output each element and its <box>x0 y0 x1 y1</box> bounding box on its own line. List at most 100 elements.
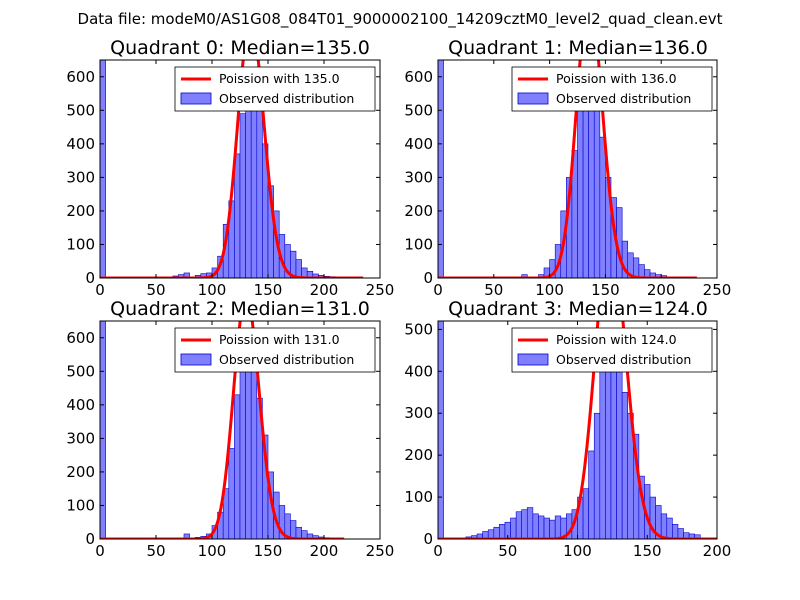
histogram-bar <box>599 136 606 278</box>
histogram-bar <box>582 488 589 539</box>
histogram-bar <box>290 520 297 539</box>
histogram-bar <box>549 519 556 539</box>
y-tick-label: 300 <box>404 404 433 422</box>
axes-frame <box>99 59 381 279</box>
y-tick-label: 0 <box>85 530 95 548</box>
histogram-bar <box>295 526 302 539</box>
y-tick-label: 500 <box>66 101 95 119</box>
histogram-bar <box>438 321 444 539</box>
plot-area: 0 50 100 150 200 250 0 100 200 300 400 500 600 Poissi… <box>66 59 395 299</box>
subplot-quadrant-3: Quadrant 3: Median=124.0 0 50 100 150 200 0 10… <box>404 298 732 560</box>
axes-frame <box>437 59 718 279</box>
subplot-quadrant-1: Quadrant 1: Median=136.0 0 50 100 150 200 250… <box>404 37 731 299</box>
x-tick-label: 50 <box>484 281 503 299</box>
histogram-bar <box>438 60 444 278</box>
y-tick-label: 400 <box>404 362 433 380</box>
histogram-bar <box>493 526 500 539</box>
y-tick-label: 600 <box>66 68 95 86</box>
y-tick-label: 400 <box>66 396 95 414</box>
x-tick-label: 150 <box>254 281 283 299</box>
y-tick-label: 100 <box>66 235 95 253</box>
histogram-bar <box>234 394 241 539</box>
x-tick-label: 250 <box>366 542 395 560</box>
y-tick-label: 500 <box>404 320 433 338</box>
y-tick-label: 200 <box>66 202 95 220</box>
histogram-bar <box>543 517 550 539</box>
histogram-bar <box>499 524 506 539</box>
y-tick-label: 500 <box>66 362 95 380</box>
x-tick-label: 0 <box>95 542 105 560</box>
legend-line-label: Poission with 124.0 <box>556 332 677 347</box>
legend-bar-swatch <box>517 353 549 366</box>
y-tick-label: 200 <box>404 446 433 464</box>
histogram-bar <box>256 89 263 278</box>
subplot-title: Quadrant 2: Median=131.0 <box>110 298 370 320</box>
x-tick-label: 150 <box>591 281 620 299</box>
x-tick-label: 50 <box>498 542 517 560</box>
histogram-bar <box>554 515 562 539</box>
legend-bar-label: Observed distribution <box>556 352 691 367</box>
histogram-bar <box>593 412 601 539</box>
x-tick-label: 100 <box>535 281 564 299</box>
legend-bar-label: Observed distribution <box>556 91 691 106</box>
y-tick-label: 500 <box>404 101 433 119</box>
y-tick-label: 300 <box>66 429 95 447</box>
x-tick-label: 150 <box>633 542 662 560</box>
plot-area: 0 50 100 150 200 250 0 100 200 300 400 500 600 Poissi… <box>404 59 731 299</box>
x-tick-label: 50 <box>146 542 165 560</box>
y-tick-label: 600 <box>66 329 95 347</box>
histogram-bar <box>250 344 258 539</box>
histogram-bar <box>183 533 190 539</box>
legend-line-label: Poission with 131.0 <box>219 332 340 347</box>
histogram-bar <box>510 517 517 539</box>
subplot-title: Quadrant 3: Median=124.0 <box>448 298 708 320</box>
legend-bar-swatch <box>517 92 549 105</box>
histogram-bar <box>100 60 106 278</box>
y-tick-label: 400 <box>404 135 433 153</box>
subplot-title: Quadrant 0: Median=135.0 <box>110 37 370 59</box>
histogram-bar <box>538 515 545 539</box>
x-tick-label: 200 <box>310 281 339 299</box>
axes-frame <box>99 320 381 540</box>
y-tick-label: 100 <box>66 496 95 514</box>
histogram-bar <box>666 517 673 539</box>
histogram-bar <box>532 513 539 539</box>
histogram-bar <box>521 509 528 539</box>
histogram-bar <box>526 507 534 539</box>
legend-line-label: Poission with 136.0 <box>556 71 677 86</box>
axes-content <box>438 60 698 278</box>
x-tick-label: 100 <box>198 542 227 560</box>
legend-bar-label: Observed distribution <box>219 91 354 106</box>
histogram-bar <box>239 113 246 278</box>
y-tick-label: 600 <box>404 68 433 86</box>
subplot-quadrant-2: Quadrant 2: Median=131.0 0 50 100 150 200 250… <box>66 298 395 560</box>
legend: Poission with 131.0 Observed distribution <box>174 327 376 373</box>
legend: Poission with 136.0 Observed distribution <box>511 66 713 112</box>
legend-line-label: Poission with 135.0 <box>219 71 340 86</box>
legend: Poission with 124.0 Observed distribution <box>511 327 713 373</box>
histogram-bar <box>577 99 584 278</box>
x-tick-label: 100 <box>198 281 227 299</box>
y-tick-label: 0 <box>85 269 95 287</box>
subplot-quadrant-0: Quadrant 0: Median=135.0 0 50 100 150 200 250… <box>66 37 395 299</box>
histogram-bar <box>588 83 595 278</box>
histogram-bar <box>183 272 190 278</box>
y-tick-label: 100 <box>404 488 433 506</box>
y-tick-label: 400 <box>66 135 95 153</box>
histogram-bar <box>234 153 241 278</box>
y-tick-label: 200 <box>404 202 433 220</box>
axes-content <box>100 60 364 278</box>
plot-area: 0 50 100 150 200 250 0 100 200 300 400 500 600 Poissi… <box>66 320 395 560</box>
x-tick-label: 200 <box>703 542 732 560</box>
y-tick-label: 200 <box>66 463 95 481</box>
histogram-bar <box>616 358 623 539</box>
histogram-bar <box>593 89 601 278</box>
axes-content <box>100 321 345 539</box>
histogram-bar <box>677 528 684 539</box>
histogram-bar <box>660 513 668 539</box>
x-tick-label: 250 <box>366 281 395 299</box>
subplot-title: Quadrant 1: Median=136.0 <box>448 37 708 59</box>
histogram-bar <box>638 264 645 278</box>
histogram-bar <box>672 524 679 539</box>
figure-suptitle: Data file: modeM0/AS1G08_084T01_90000021… <box>78 10 723 29</box>
